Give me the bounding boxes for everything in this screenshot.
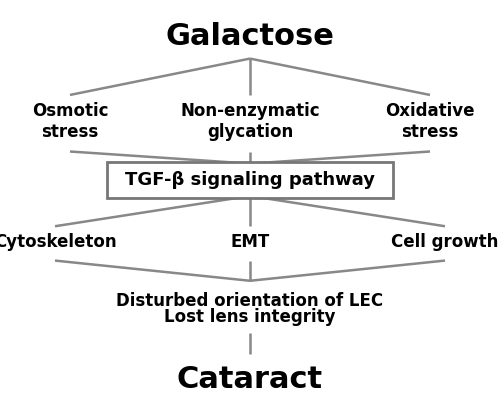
Text: Cytoskeleton: Cytoskeleton xyxy=(0,234,116,251)
Text: Osmotic
stress: Osmotic stress xyxy=(32,102,108,141)
Text: Galactose: Galactose xyxy=(166,22,334,51)
Text: Lost lens integrity: Lost lens integrity xyxy=(164,308,336,326)
Text: Oxidative
stress: Oxidative stress xyxy=(385,102,475,141)
Text: EMT: EMT xyxy=(230,234,270,251)
Text: Non-enzymatic
glycation: Non-enzymatic glycation xyxy=(180,102,320,141)
Text: Cataract: Cataract xyxy=(177,365,323,394)
Text: TGF-β signaling pathway: TGF-β signaling pathway xyxy=(125,171,375,189)
Text: Cell growth: Cell growth xyxy=(392,234,498,251)
FancyBboxPatch shape xyxy=(108,162,393,198)
Text: Disturbed orientation of LEC: Disturbed orientation of LEC xyxy=(116,292,384,310)
